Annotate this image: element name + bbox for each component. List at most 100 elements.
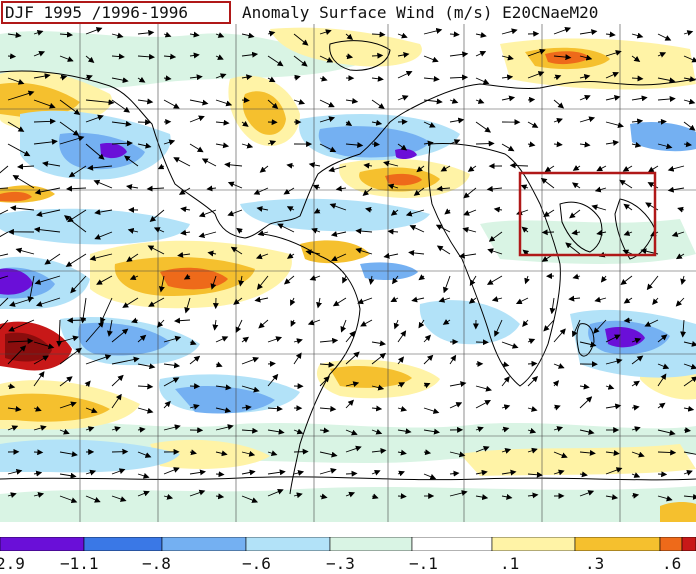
wind-vector-arrow	[253, 187, 269, 195]
wind-vector-arrow	[206, 185, 217, 192]
wind-vector-arrow	[131, 317, 139, 324]
wind-vector-arrow	[475, 494, 489, 501]
wind-vector-arrow	[7, 53, 17, 60]
anomaly-region-orange	[660, 502, 696, 522]
wind-vector-arrow	[501, 143, 515, 152]
wind-vector-arrow	[65, 253, 87, 267]
wind-vector-arrow	[267, 488, 284, 497]
wind-vector-arrow	[527, 427, 537, 434]
wind-vector-arrow	[579, 116, 596, 123]
wind-vector-arrow	[309, 275, 321, 281]
wind-vector-arrow	[527, 338, 536, 345]
wind-vector-arrow	[80, 297, 87, 324]
wind-vector-arrow	[59, 335, 79, 343]
wind-vector-arrow	[85, 99, 115, 106]
colorbar-segment	[491, 537, 576, 551]
wind-vector-arrow	[180, 229, 191, 236]
wind-vector-arrow	[543, 209, 555, 217]
wind-vector-arrow	[15, 247, 35, 255]
wind-vector-arrow	[305, 249, 321, 256]
wind-vector-arrow	[147, 245, 165, 255]
wind-vector-arrow	[501, 493, 513, 500]
wind-vector-arrow	[345, 381, 360, 388]
wind-vector-arrow	[444, 208, 451, 215]
wind-vector-arrow	[111, 99, 131, 113]
wind-vector-arrow	[553, 469, 565, 476]
wind-vector-arrow	[631, 426, 641, 432]
wind-vector-arrow	[397, 405, 408, 412]
wind-vector-arrow	[163, 400, 171, 409]
wind-vector-arrow	[286, 162, 295, 169]
wind-vector-arrow	[85, 27, 103, 35]
wind-vector-arrow	[631, 32, 644, 39]
wind-vector-arrow	[423, 354, 434, 365]
wind-vector-arrow	[85, 55, 95, 63]
wind-vector-arrow	[236, 227, 243, 234]
wind-vector-arrow	[111, 426, 121, 432]
wind-vector-arrow	[605, 450, 620, 456]
wind-vector-arrow	[408, 249, 425, 256]
wind-vector-arrow	[486, 275, 503, 285]
wind-vector-arrow	[111, 393, 122, 409]
wind-vector-arrow	[423, 55, 439, 63]
wind-vector-arrow	[283, 275, 295, 285]
wind-vector-arrow	[59, 135, 85, 145]
wind-vector-arrow	[345, 142, 364, 149]
wind-vector-arrow	[286, 252, 295, 259]
wind-vector-arrow	[579, 54, 593, 61]
wind-vector-arrow	[241, 120, 249, 127]
wind-vector-arrow	[137, 76, 146, 83]
wind-vector-arrow	[596, 165, 607, 172]
wind-vector-arrow	[33, 29, 44, 36]
wind-vector-arrow	[475, 140, 495, 147]
colorbar-tick-label: −.8	[142, 554, 171, 573]
wind-vector-arrow	[501, 341, 519, 349]
wind-vector-arrow	[423, 473, 437, 480]
wind-vector-arrow	[683, 121, 696, 131]
wind-vector-arrow	[319, 451, 338, 458]
wind-vector-arrow	[293, 33, 309, 46]
wind-vector-arrow	[501, 74, 514, 81]
wind-vector-arrow	[35, 297, 61, 307]
wind-vector-arrow	[241, 495, 259, 503]
anomaly-region-yellow	[150, 439, 270, 469]
wind-vector-arrow	[111, 120, 132, 127]
wind-vector-arrow	[153, 227, 165, 233]
wind-vector-arrow	[59, 428, 70, 435]
wind-vector-arrow	[423, 407, 440, 414]
wind-vector-arrow	[600, 275, 607, 283]
wind-vector-arrow	[541, 229, 555, 236]
wind-vector-arrow	[371, 405, 383, 412]
wind-vector-arrow	[137, 29, 155, 36]
wind-vector-arrow	[267, 30, 276, 37]
wind-vector-arrow	[156, 319, 165, 328]
wind-vector-arrow	[371, 99, 385, 109]
wind-vector-arrow	[335, 185, 347, 192]
wind-vectors	[0, 27, 696, 504]
wind-vector-arrow	[397, 71, 413, 79]
wind-vector-arrow	[201, 158, 217, 167]
wind-vector-arrow	[163, 139, 176, 146]
wind-vector-arrow	[9, 297, 35, 307]
wind-vector-arrow	[94, 231, 113, 240]
wind-vector-arrow	[33, 492, 45, 498]
wind-vector-arrow	[605, 31, 616, 38]
wind-vector-arrow	[657, 373, 667, 387]
wind-vector-arrow	[683, 363, 696, 370]
wind-vector-arrow	[256, 275, 269, 290]
wind-vector-arrow	[423, 382, 431, 389]
wind-vector-arrow	[371, 52, 384, 59]
wind-vector-arrow	[501, 426, 510, 433]
wind-vector-arrow	[368, 275, 375, 285]
wind-vector-arrow	[189, 403, 200, 410]
wind-vector-arrow	[17, 163, 35, 170]
anomaly-region-purple	[395, 148, 417, 160]
wind-vector-arrow	[683, 76, 696, 83]
wind-vector-arrow	[345, 399, 354, 409]
wind-vector-arrow	[488, 231, 503, 242]
wind-vector-arrow	[527, 406, 538, 412]
wind-vector-arrow	[163, 335, 182, 343]
wind-vector-arrow	[293, 74, 301, 81]
wind-vector-arrow	[572, 273, 581, 280]
wind-vector-arrow	[44, 253, 61, 265]
